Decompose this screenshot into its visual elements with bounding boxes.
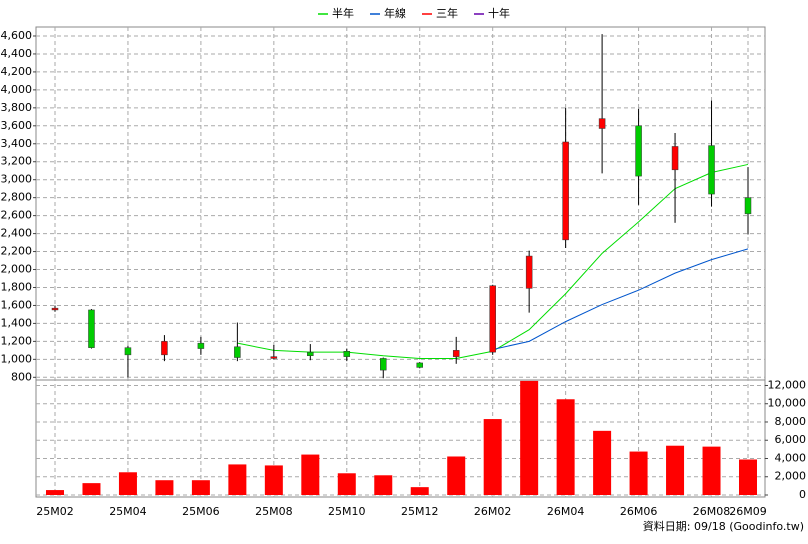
y-tick-label: 2,400 [1, 227, 33, 240]
volume-bar [191, 480, 210, 495]
candle-body [525, 255, 533, 289]
y-tick-label: 3,200 [1, 155, 33, 168]
y2-tick-label: 0 [799, 488, 806, 501]
candle-body [671, 146, 679, 171]
y2-tick-label: 6,000 [775, 433, 807, 446]
volume-bar [155, 480, 174, 495]
y2-tick-label: 8,000 [775, 415, 807, 428]
volume-bar [264, 465, 283, 495]
plot-frame [35, 26, 766, 498]
y-tick-label: 4,400 [1, 47, 33, 60]
footnote: 資料日期: 09/18 (Goodinfo.tw) [643, 519, 804, 533]
candle-body [270, 356, 278, 359]
y-tick-label: 800 [11, 370, 32, 383]
volume-bar [118, 472, 137, 495]
x-tick-label: 25M02 [36, 505, 74, 518]
x-tick-label: 26M08 [693, 505, 731, 518]
volume-bar [301, 454, 320, 495]
legend-label: 三年 [436, 6, 458, 20]
volume-bar [374, 475, 393, 495]
y-tick-label: 2,800 [1, 191, 33, 204]
volume-bar [337, 473, 356, 495]
volume-bar [410, 487, 429, 495]
candle-body [197, 342, 205, 349]
y2-tick-label: 10,000 [768, 397, 807, 410]
candle-body [708, 145, 715, 195]
y-tick-label: 3,600 [1, 119, 33, 132]
y-tick-label: 1,000 [1, 352, 33, 365]
volume-bar [46, 490, 64, 495]
candle-body [598, 118, 606, 129]
candle-body [452, 350, 460, 357]
volume-bar [556, 399, 575, 495]
volume-bar [520, 380, 539, 495]
candle-body [562, 141, 569, 241]
y-tick-label: 4,600 [1, 29, 33, 42]
ma-line [492, 248, 749, 350]
volume-bar [702, 446, 721, 495]
y-tick-label: 1,400 [1, 316, 33, 329]
volume-bar [483, 419, 502, 495]
y-tick-label: 3,000 [1, 173, 33, 186]
candle-body [343, 351, 351, 357]
legend-label: 半年 [332, 6, 354, 20]
y2-tick-label: 2,000 [775, 470, 807, 483]
y-tick-label: 2,600 [1, 209, 33, 222]
x-tick-label: 25M12 [401, 505, 439, 518]
y-tick-label: 2,000 [1, 263, 33, 276]
y-tick-label: 1,600 [1, 298, 33, 311]
x-tick-label: 26M04 [547, 505, 585, 518]
candle-body [51, 307, 59, 311]
y-tick-label: 1,200 [1, 334, 33, 347]
x-tick-label: 25M06 [182, 505, 220, 518]
candle-body [124, 347, 132, 356]
y2-tick-label: 4,000 [775, 451, 807, 464]
x-tick-label: 25M04 [109, 505, 147, 518]
x-tick-label: 25M08 [255, 505, 293, 518]
volume-bar [629, 451, 648, 495]
legend-label: 十年 [488, 6, 510, 20]
volume-bar [593, 430, 612, 495]
candle-body [744, 197, 752, 215]
y-tick-label: 4,000 [1, 83, 33, 96]
y-tick-label: 1,800 [1, 280, 33, 293]
candle-body [161, 341, 168, 356]
x-tick-label: 26M02 [474, 505, 512, 518]
candle-body [635, 125, 642, 177]
y2-tick-label: 12,000 [768, 378, 807, 391]
candle-body [307, 351, 314, 356]
legend-label: 年線 [384, 6, 406, 20]
candle-body [380, 358, 387, 371]
candle-body [234, 346, 241, 358]
x-tick-label: 26M09 [729, 505, 767, 518]
candle-body [489, 285, 496, 353]
x-tick-label: 26M06 [620, 505, 658, 518]
volume-bar [739, 459, 757, 495]
volume-bar [666, 445, 685, 495]
volume-bar [447, 456, 466, 495]
volume-bar [82, 483, 101, 495]
y-tick-label: 4,200 [1, 65, 33, 78]
y-tick-label: 2,200 [1, 245, 33, 258]
candle-body [416, 362, 423, 368]
candle-body [88, 309, 95, 348]
x-tick-label: 25M10 [328, 505, 366, 518]
y-tick-label: 3,800 [1, 101, 33, 114]
y-tick-label: 3,400 [1, 137, 33, 150]
volume-bar [228, 464, 247, 495]
